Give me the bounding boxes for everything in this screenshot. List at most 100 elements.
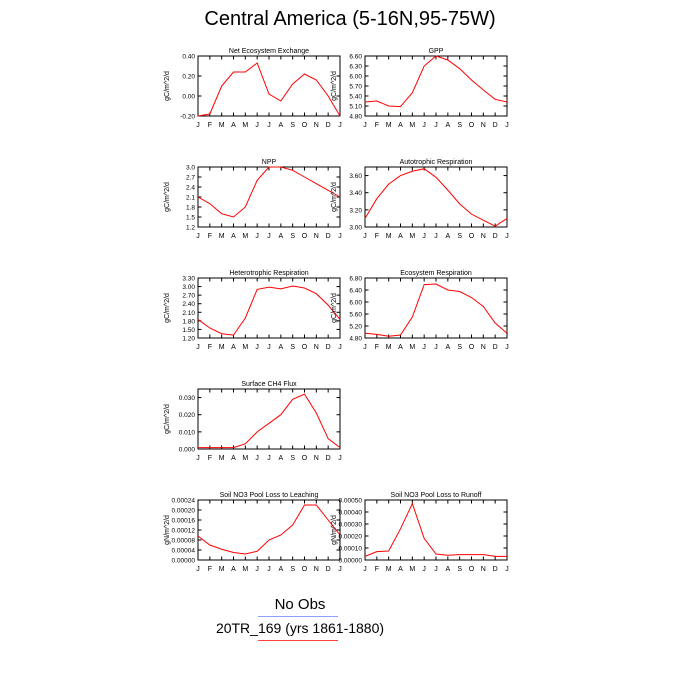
chart-5-xtick-label: J (505, 344, 509, 351)
chart-0-xtick-label: A (231, 122, 236, 129)
chart-8-xtick-label: J (196, 566, 200, 573)
chart-3-xtick-label: F (375, 233, 379, 240)
chart-0-xtick-label: J (267, 122, 271, 129)
chart-3-ytick-label: 3.60 (349, 173, 362, 180)
chart-8-ytick-label: 0.00004 (172, 548, 196, 555)
chart-9-xtick-label: S (457, 566, 462, 573)
chart-5-ytick-label: 5.20 (349, 324, 362, 331)
chart-3-xtick-label: N (481, 233, 486, 240)
chart-9-xtick-label: J (422, 566, 426, 573)
chart-2-ytick-label: 1.8 (186, 205, 195, 212)
chart-3-xtick-label: A (445, 233, 450, 240)
chart-2-xtick-label: J (196, 233, 200, 240)
chart-9-ytick-label: 0.00050 (339, 498, 363, 505)
chart-8-xtick-label: A (231, 566, 236, 573)
chart-1-xtick-label: D (493, 122, 498, 129)
chart-1-xtick-label: M (409, 122, 415, 129)
chart-2-xtick-label: D (326, 233, 331, 240)
chart-5-xtick-label: N (481, 344, 486, 351)
chart-0-xtick-label: A (278, 122, 283, 129)
chart-5-xtick-label: A (445, 344, 450, 351)
chart-5-title: Ecosystem Respiration (400, 270, 472, 277)
chart-0-ytick-label: 0.40 (182, 54, 195, 61)
chart-6-xtick-label: M (242, 455, 248, 462)
chart-8-plot-frame (197, 499, 341, 561)
chart-0-xtick-label: J (338, 122, 342, 129)
chart-8-xtick-label: J (338, 566, 342, 573)
chart-1-ytick-label: 5.40 (349, 94, 362, 101)
chart-5-ytick-label: 4.80 (349, 336, 362, 343)
chart-2-xtick-label: J (267, 233, 271, 240)
chart-6-xtick-label: A (231, 455, 236, 462)
chart-2-xtick-label: J (255, 233, 259, 240)
chart-6-ytick-label: 0.020 (179, 412, 196, 419)
chart-3-ytick-label: 3.00 (349, 225, 362, 232)
chart-2-xtick-label: O (302, 233, 308, 240)
chart-0-xtick-label: N (314, 122, 319, 129)
chart-1-xtick-label: O (469, 122, 475, 129)
chart-9-xtick-label: O (469, 566, 475, 573)
chart-5-xtick-label: J (363, 344, 367, 351)
chart-0-xtick-label: J (255, 122, 259, 129)
chart-6-ylabel: gC/m^2/d (164, 404, 171, 434)
chart-1-xtick-label: J (434, 122, 438, 129)
chart-2-xtick-label: M (219, 233, 225, 240)
chart-4-ytick-label: 2.70 (182, 293, 195, 300)
chart-9-xtick-label: J (363, 566, 367, 573)
chart-3-series-line (364, 168, 508, 227)
chart-5-series-line (364, 283, 508, 337)
chart-6-xtick-label: N (314, 455, 319, 462)
chart-9-xtick-label: M (386, 566, 392, 573)
chart-8-ytick-label: 0.00000 (172, 558, 196, 565)
chart-4-xtick-label: S (290, 344, 295, 351)
chart-5-plot-frame (364, 277, 508, 339)
chart-9-ytick-label: 0.00020 (339, 534, 363, 541)
chart-4-xtick-label: A (231, 344, 236, 351)
chart-4-xtick-label: F (208, 344, 212, 351)
chart-6-xtick-label: S (290, 455, 295, 462)
chart-9-ytick-label: 0.00040 (339, 510, 363, 517)
chart-8-xtick-label: M (219, 566, 225, 573)
chart-3-xtick-label: J (422, 233, 426, 240)
chart-4-xtick-label: J (267, 344, 271, 351)
chart-5-xtick-label: J (434, 344, 438, 351)
chart-8-title: Soil NO3 Pool Loss to Leaching (220, 492, 319, 499)
chart-5-ytick-label: 6.00 (349, 300, 362, 307)
chart-5-xtick-label: O (469, 344, 475, 351)
chart-1-ylabel: gC/m^2/d (331, 71, 338, 101)
chart-6-xtick-label: J (196, 455, 200, 462)
chart-6-xtick-label: J (255, 455, 259, 462)
chart-6-ytick-label: 0.030 (179, 395, 196, 402)
chart-5-xtick-label: M (386, 344, 392, 351)
chart-9-series-line (364, 502, 507, 557)
chart-1-title: GPP (429, 48, 444, 55)
chart-0-ytick-label: 0.20 (182, 74, 195, 81)
chart-6-ytick-label: 0.010 (179, 429, 196, 436)
page-title: Central America (5-16N,95-75W) (204, 8, 496, 30)
chart-8-xtick-label: M (242, 566, 248, 573)
chart-0-xtick-label: M (219, 122, 225, 129)
chart-2-ylabel: gC/m^2/d (164, 182, 171, 212)
chart-1-xtick-label: J (363, 122, 367, 129)
chart-1-series-line (364, 55, 508, 108)
chart-1-ytick-label: 4.80 (349, 114, 362, 121)
chart-4-ytick-label: 3.30 (182, 276, 195, 283)
chart-9-xtick-label: F (375, 566, 379, 573)
chart-8-ytick-label: 0.00012 (172, 528, 196, 535)
chart-8-xtick-label: D (326, 566, 331, 573)
chart-5-xtick-label: A (398, 344, 403, 351)
chart-1-xtick-label: N (481, 122, 486, 129)
chart-8-xtick-label: N (314, 566, 319, 573)
chart-5-ylabel: gC/m^2/d (331, 293, 338, 323)
chart-1-ytick-label: 5.70 (349, 84, 362, 91)
chart-2-xtick-label: S (290, 233, 295, 240)
chart-8-xtick-label: A (278, 566, 283, 573)
chart-5-xtick-label: D (493, 344, 498, 351)
chart-6-xtick-label: F (208, 455, 212, 462)
chart-1-xtick-label: F (375, 122, 379, 129)
chart-8-xtick-label: J (255, 566, 259, 573)
chart-9-xtick-label: J (434, 566, 438, 573)
chart-9-xtick-label: A (398, 566, 403, 573)
chart-9-ylabel: gN/m^2/d (331, 515, 338, 545)
